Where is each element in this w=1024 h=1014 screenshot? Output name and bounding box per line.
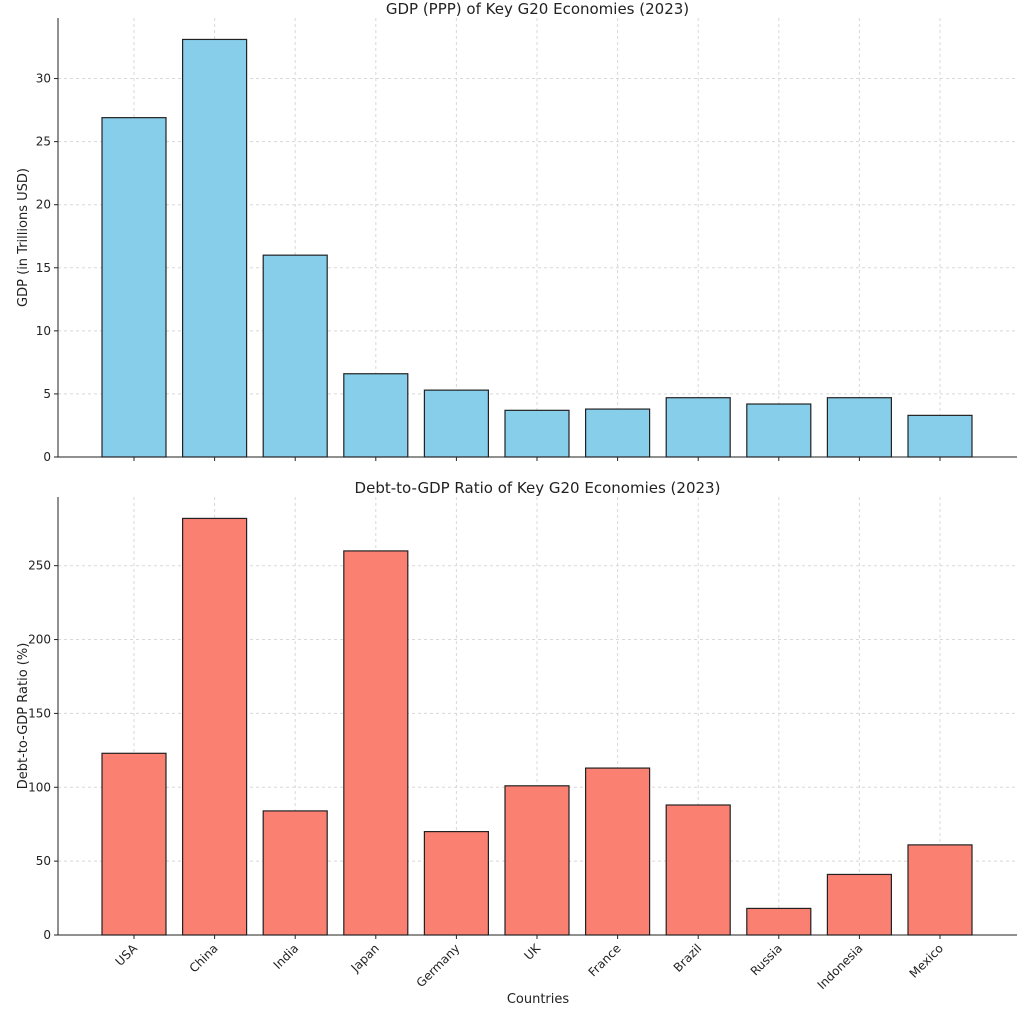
y-tick-label: 5 [43,387,51,401]
y-tick-label: 250 [28,559,51,573]
x-tick-label: India [271,941,302,972]
y-axis-label: Debt-to-GDP Ratio (%) [16,643,31,790]
bar-japan [343,373,409,458]
x-tick-label: USA [113,941,141,969]
y-tick-label: 25 [36,135,51,149]
bar-brazil [665,397,731,458]
y-tick-label: 10 [36,324,51,338]
bar-brazil [665,804,731,936]
chart-panel-1: 0 5 10 15 20 25 30 GDP (PPP) of Key G20 Economi… [16,0,1017,464]
bar-mexico [907,414,973,458]
x-tick-label: China [187,941,221,975]
y-tick-label: 150 [28,706,51,720]
x-axis-label: Countries [507,992,570,1007]
x-tick-label: Russia [748,941,785,978]
bar-france [584,408,651,458]
x-tick-label: Germany [414,941,463,990]
chart-title: GDP (PPP) of Key G20 Economies (2023) [386,0,689,18]
chart-title: Debt-to-GDP Ratio of Key G20 Economies (… [355,479,721,497]
x-tick-label: Indonesia [815,941,866,992]
bar-india [262,810,328,936]
y-tick-label: 0 [43,928,51,942]
x-tick-label: Brazil [671,941,705,975]
chart-panel-2: 0 50 100 150 200 250 USA China India Japan Germany… [16,479,1017,1007]
y-tick-label: 15 [36,261,51,275]
bar-russia [746,403,812,458]
y-tick-label: 0 [43,450,51,464]
bar-china [182,517,248,936]
bar-china [182,38,248,458]
y-tick-label: 30 [36,72,51,86]
x-tick-label: UK [521,940,543,962]
x-tick-label: Japan [348,941,382,975]
bar-indonesia [826,397,893,458]
bar-uk [504,409,570,458]
y-tick-label: 200 [28,633,51,647]
bar-germany [423,389,489,458]
bar-usa [101,117,167,458]
bar-germany [423,830,489,936]
bar-mexico [907,844,973,936]
y-tick-label: 100 [28,780,51,794]
bar-japan [343,550,409,936]
y-axis-label: GDP (in Trillions USD) [16,168,31,307]
bar-russia [746,907,812,936]
bar-usa [101,752,167,936]
bar-france [584,767,651,936]
y-tick-label: 50 [36,854,51,868]
x-tick-label: France [586,941,624,979]
y-tick-label: 20 [36,198,51,212]
bar-uk [504,785,570,936]
x-tick-label: Mexico [907,941,947,981]
bar-india [262,254,328,458]
bar-indonesia [826,873,893,936]
